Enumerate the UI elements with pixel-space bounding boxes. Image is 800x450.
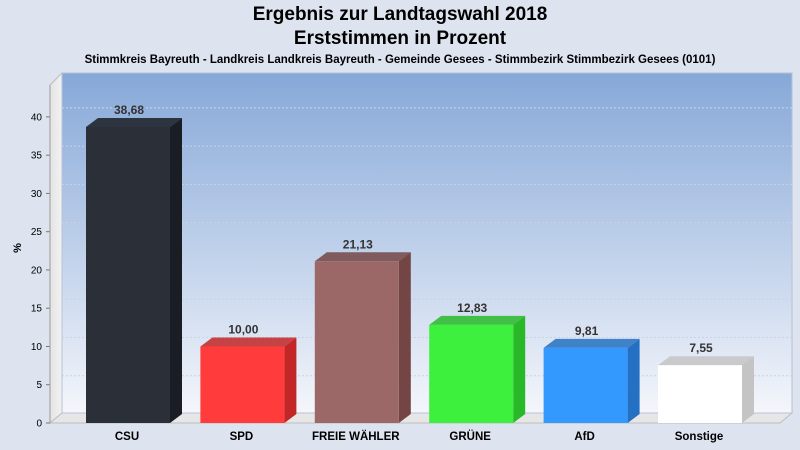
- bar-front: [200, 346, 285, 423]
- bar-top: [200, 337, 297, 347]
- y-tick-label: 40: [31, 112, 43, 123]
- x-tick-label: Sonstige: [675, 431, 724, 443]
- bar-top: [86, 118, 182, 128]
- bar-side: [513, 315, 526, 423]
- bar-side: [398, 252, 411, 423]
- value-label: 38,68: [114, 103, 144, 117]
- bar-side: [170, 118, 182, 423]
- bar-front: [429, 324, 514, 423]
- bar-afd: 9,81 AfD: [543, 324, 640, 443]
- plot-left-wall: [49, 71, 63, 425]
- chart-caption: Stimmkreis Bayreuth - Landkreis Landkrei…: [84, 54, 716, 66]
- bar-top: [543, 338, 640, 348]
- y-tick-label: 25: [31, 227, 43, 238]
- x-tick-label: GRÜNE: [449, 430, 491, 443]
- value-label: 9,81: [575, 324, 599, 338]
- y-tick-label: 35: [31, 151, 43, 162]
- value-label: 7,55: [689, 341, 713, 355]
- x-tick-label: FREIE WÄHLER: [312, 430, 400, 443]
- bar-front: [86, 127, 170, 423]
- bar-side: [742, 356, 754, 423]
- y-tick-label: 30: [31, 189, 43, 200]
- x-tick-label: CSU: [115, 431, 139, 443]
- bar-grüne: 12,83 GRÜNE: [429, 301, 526, 443]
- bar-spd: 10,00 SPD: [200, 322, 297, 443]
- bar-front: [543, 347, 628, 423]
- bar-top: [314, 252, 411, 262]
- y-tick-label: 0: [36, 419, 42, 430]
- value-label: 12,83: [457, 301, 487, 315]
- y-axis-label: %: [12, 243, 24, 253]
- value-label: 10,00: [228, 322, 258, 336]
- y-tick-label: 15: [31, 304, 43, 315]
- bar-csu: 38,68 CSU: [86, 103, 182, 443]
- x-tick-label: SPD: [230, 431, 254, 443]
- bar-top: [658, 356, 754, 366]
- chart-subtitle: Erststimmen in Prozent: [293, 28, 507, 49]
- bar-side: [284, 337, 297, 423]
- bar-front: [314, 261, 399, 423]
- y-tick-label: 20: [31, 265, 43, 276]
- bar-front: [658, 365, 742, 423]
- bar-sonstige: 7,55 Sonstige: [658, 341, 754, 443]
- bar-top: [429, 315, 526, 325]
- y-tick-label: 5: [36, 380, 42, 391]
- bar-freie-wähler: 21,13 FREIE WÄHLER: [312, 237, 411, 443]
- y-tick-label: 10: [31, 342, 43, 353]
- bar-side: [627, 338, 640, 423]
- chart-title: Ergebnis zur Landtagswahl 2018: [252, 4, 548, 25]
- value-label: 21,13: [343, 237, 373, 251]
- x-tick-label: AfD: [574, 431, 594, 443]
